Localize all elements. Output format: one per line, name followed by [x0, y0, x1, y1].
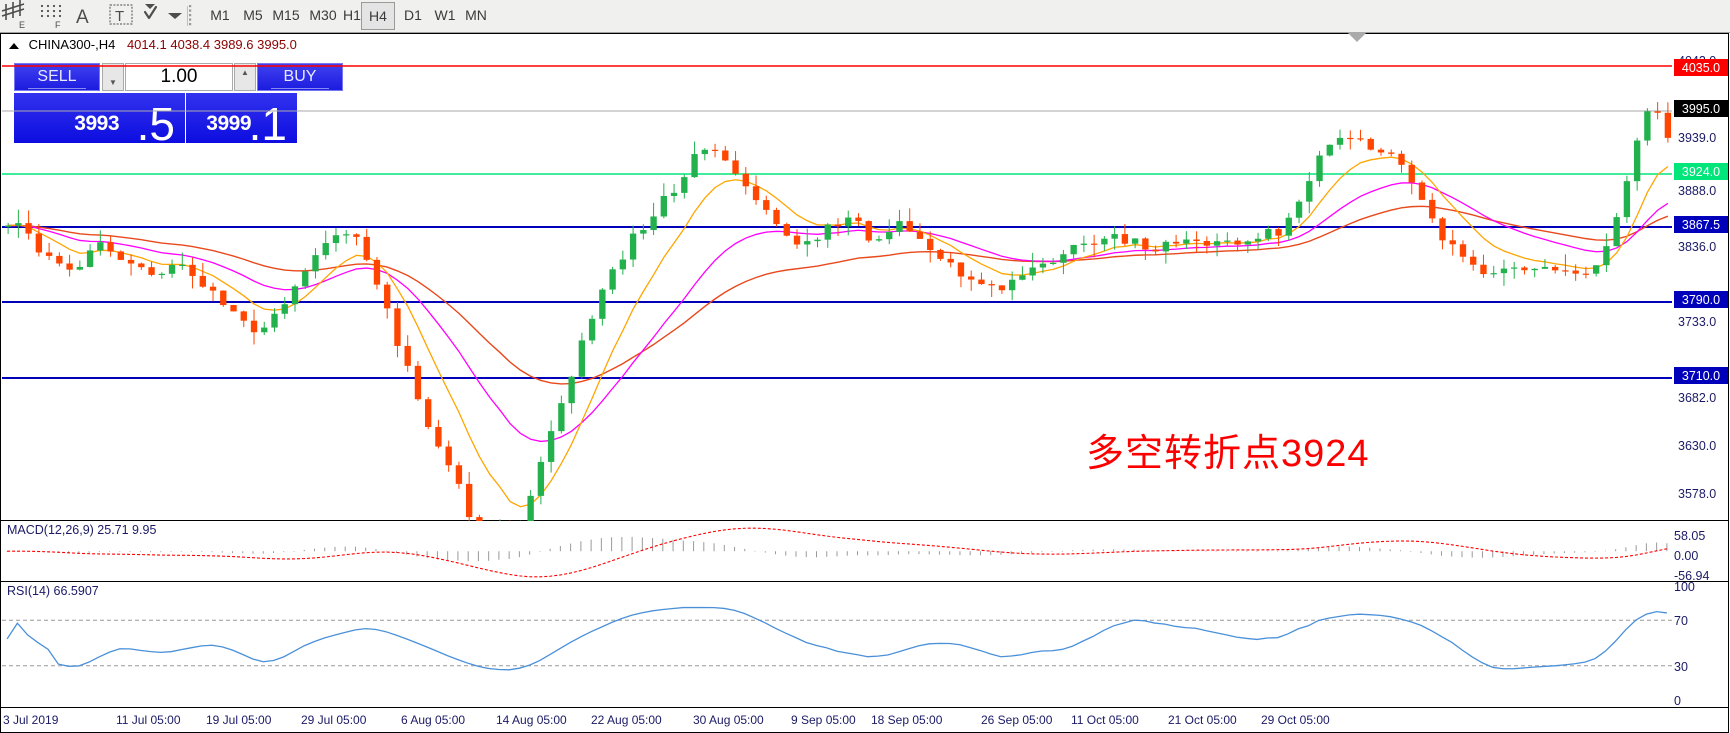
svg-text:A: A — [76, 7, 89, 28]
svg-text:F: F — [55, 20, 61, 30]
svg-text:T: T — [115, 8, 124, 25]
svg-text:E: E — [19, 20, 25, 30]
